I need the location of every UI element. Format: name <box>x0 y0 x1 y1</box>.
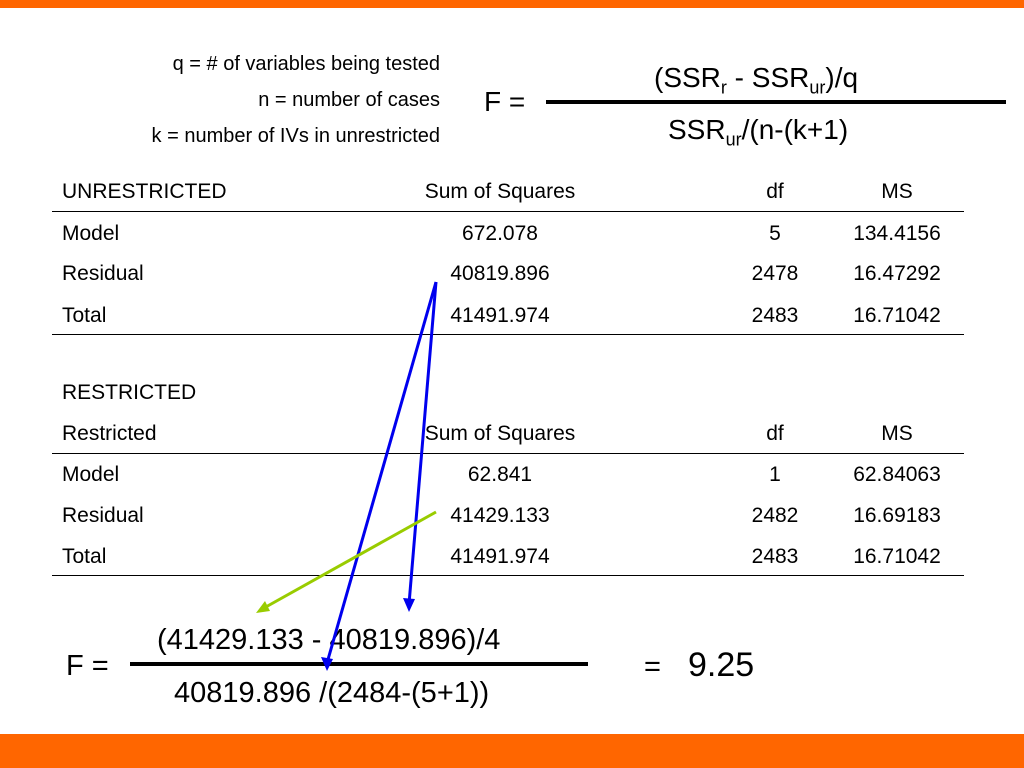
restricted-model-ms: 62.84063 <box>853 463 941 486</box>
unrestricted-total-ms: 16.71042 <box>853 304 941 327</box>
unrestricted-residual-ms: 16.47292 <box>853 262 941 285</box>
definition-k: k = number of IVs in unrestricted <box>151 125 440 147</box>
unrestricted-header-ms: MS <box>881 180 913 203</box>
blue-arrow-to-denominator <box>321 281 438 671</box>
unrestricted-header-rule <box>52 211 964 212</box>
unrestricted-model-label: Model <box>62 222 120 245</box>
definition-n: n = number of cases <box>258 89 440 111</box>
unrestricted-header-df: df <box>766 180 784 203</box>
unrestricted-residual-ss: 40819.896 <box>450 262 550 285</box>
restricted-bottom-rule <box>52 575 964 576</box>
restricted-total-label: Total <box>62 545 107 568</box>
unrestricted-model-ms: 134.4156 <box>853 222 941 245</box>
restricted-model-ss: 62.841 <box>467 463 533 486</box>
calc-lhs: F = <box>66 650 109 682</box>
restricted-total-ms: 16.71042 <box>853 545 941 568</box>
blue-arrow-to-numerator <box>403 281 438 612</box>
formula-denominator: SSRur/(n-(k+1) <box>668 114 849 150</box>
restricted-header-df: df <box>766 422 784 445</box>
green-arrow-to-numerator <box>256 510 437 613</box>
restricted-residual-ms: 16.69183 <box>853 504 941 527</box>
unrestricted-residual-label: Residual <box>62 262 144 285</box>
restricted-header-ms: MS <box>881 422 913 445</box>
restricted-header-rule <box>52 453 964 454</box>
unrestricted-total-ss: 41491.974 <box>450 304 550 327</box>
calc-fraction-bar <box>130 662 588 666</box>
restricted-header-ss: Sum of Squares <box>424 422 576 445</box>
unrestricted-header-source: UNRESTRICTED <box>62 180 227 203</box>
top-accent-bar <box>0 0 1024 8</box>
restricted-model-df: 1 <box>769 463 781 486</box>
definition-q: q = # of variables being tested <box>172 53 440 75</box>
unrestricted-bottom-rule <box>52 334 964 335</box>
restricted-title: RESTRICTED <box>62 381 197 404</box>
calc-denominator: 40819.896 /(2484-(5+1)) <box>174 677 490 709</box>
unrestricted-header-ss: Sum of Squares <box>424 180 576 203</box>
formula-lhs: F = <box>484 86 526 117</box>
bottom-accent-bar <box>0 734 1024 768</box>
unrestricted-model-df: 5 <box>769 222 781 245</box>
unrestricted-total-df: 2483 <box>751 304 799 327</box>
restricted-residual-ss: 41429.133 <box>450 504 550 527</box>
unrestricted-residual-df: 2478 <box>751 262 799 285</box>
restricted-total-df: 2483 <box>751 545 799 568</box>
unrestricted-total-label: Total <box>62 304 107 327</box>
formula-numerator: (SSRr - SSRur)/q <box>654 62 859 98</box>
restricted-total-ss: 41491.974 <box>450 545 550 568</box>
calc-result: 9.25 <box>688 646 755 684</box>
restricted-residual-label: Residual <box>62 504 144 527</box>
restricted-model-label: Model <box>62 463 120 486</box>
calc-equals: = <box>644 651 661 683</box>
unrestricted-model-ss: 672.078 <box>462 222 538 245</box>
restricted-header-source: Restricted <box>62 422 157 445</box>
restricted-residual-df: 2482 <box>751 504 799 527</box>
calc-numerator: (41429.133 - 40819.896)/4 <box>157 624 501 656</box>
formula-fraction-bar <box>546 100 1006 104</box>
